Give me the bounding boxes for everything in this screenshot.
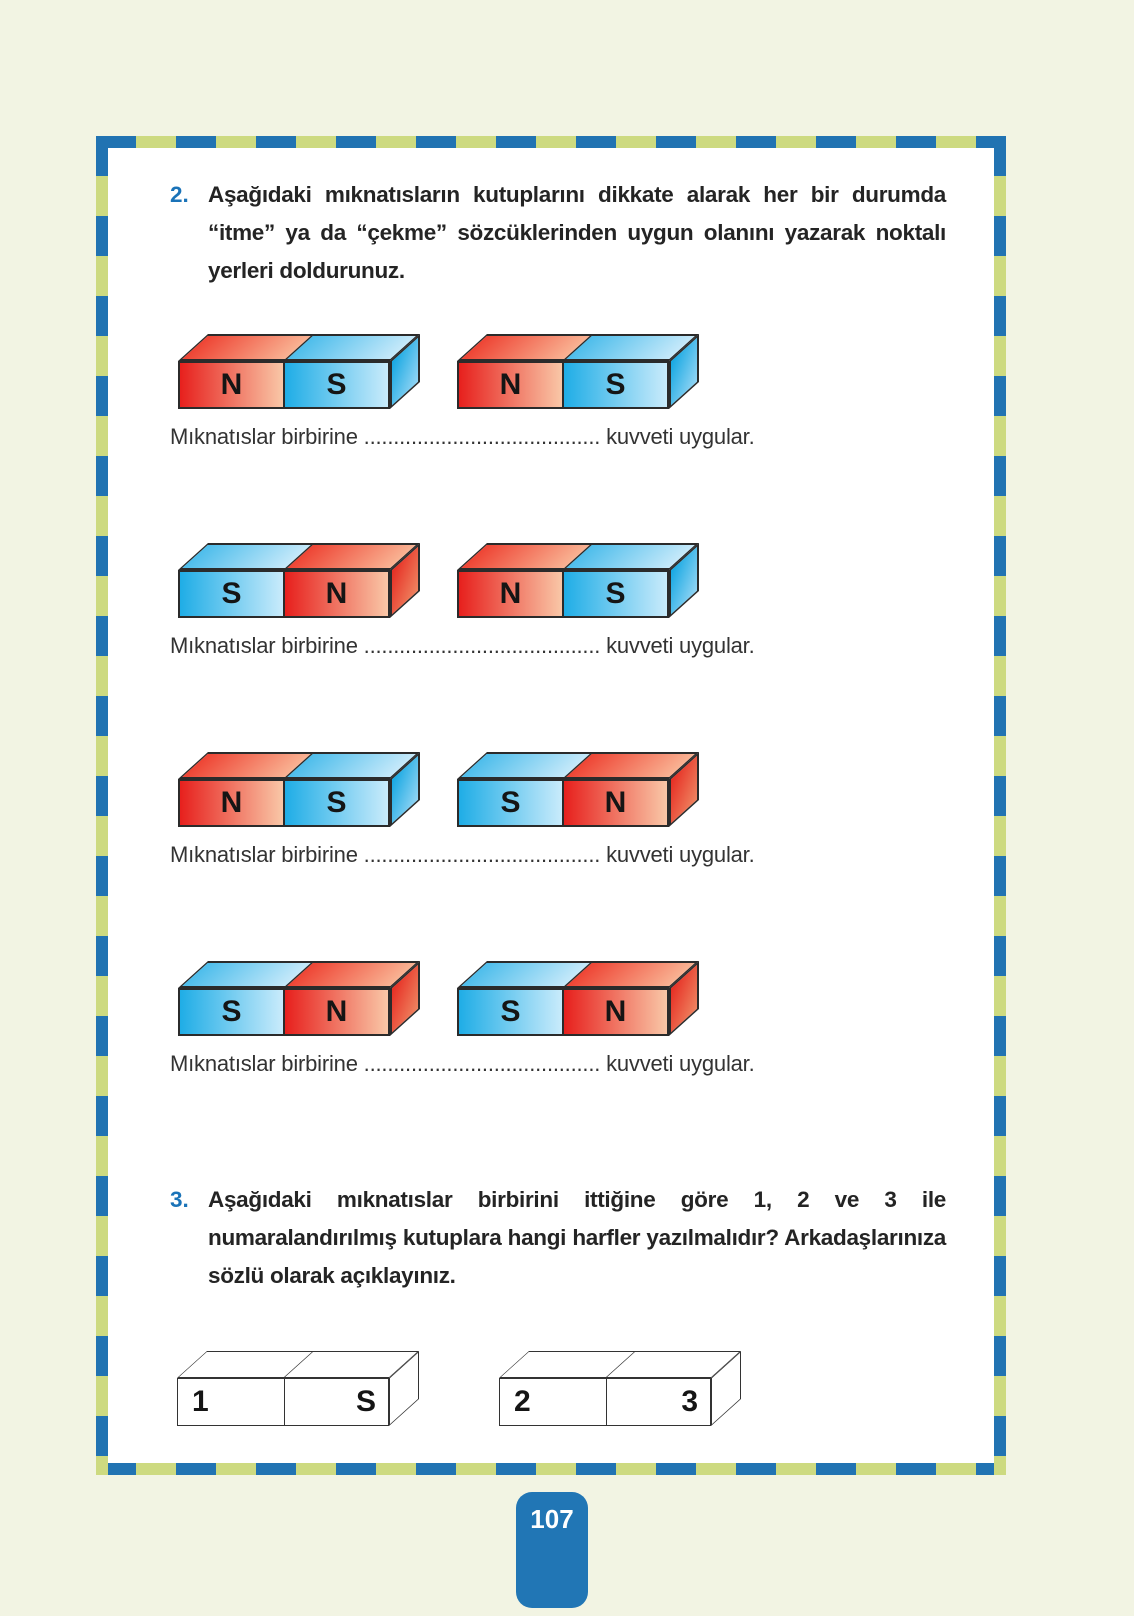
magnet-front-face: S N	[178, 570, 390, 618]
magnet-pole: N	[180, 781, 283, 825]
magnet: S N	[457, 751, 699, 827]
magnet: N S	[457, 542, 699, 618]
magnet-row-3: N S S N	[178, 751, 946, 827]
magnet-top-face	[457, 543, 699, 570]
magnet-pole: S	[562, 572, 667, 616]
magnet-row-4: S N S N	[178, 960, 946, 1036]
page-number: 107	[530, 1504, 574, 1534]
magnet-front-face: N S	[178, 361, 390, 409]
magnet-pole: 1	[178, 1379, 284, 1425]
magnet-pole: S	[180, 990, 283, 1034]
magnet-front-face: 1 S	[177, 1378, 389, 1426]
magnet-pole: S	[283, 1379, 388, 1425]
magnet: N S	[178, 751, 420, 827]
magnet-pole: S	[283, 363, 388, 407]
worksheet-frame: 2. Aşağıdaki mıknatısların kutuplarını d…	[96, 136, 1006, 1475]
magnet-pole: S	[562, 363, 667, 407]
question-3: 3. Aşağıdaki mıknatıslar birbirini ittiğ…	[170, 1181, 946, 1295]
frame-border-bottom	[96, 1463, 1006, 1475]
magnet-front-face: N S	[178, 779, 390, 827]
magnet-pole: N	[283, 990, 388, 1034]
frame-border-left	[96, 136, 108, 1475]
magnet-front-face: 2 3	[499, 1378, 711, 1426]
question-2-text: Aşağıdaki mıknatısların kutuplarını dikk…	[208, 182, 946, 283]
question-3-text: Aşağıdaki mıknatıslar birbirini ittiğine…	[208, 1187, 946, 1288]
question-2: 2. Aşağıdaki mıknatısların kutuplarını d…	[170, 176, 946, 290]
magnet-front-face: N S	[457, 361, 669, 409]
frame-border-right	[994, 136, 1006, 1475]
magnet-row-1: N S N S	[178, 333, 946, 409]
unlabeled-magnet: 2 3	[499, 1350, 741, 1426]
magnet-pole: N	[180, 363, 283, 407]
worksheet-content: 2. Aşağıdaki mıknatısların kutuplarını d…	[108, 148, 994, 1463]
magnet-top-face	[178, 961, 420, 988]
magnet-front-face: S N	[178, 988, 390, 1036]
page-number-tab: 107	[516, 1492, 588, 1608]
question-3-number: 3.	[170, 1187, 189, 1212]
magnet-pole: 3	[605, 1379, 710, 1425]
magnet-front-face: N S	[457, 570, 669, 618]
magnet-pole: S	[459, 990, 562, 1034]
magnet-top-face	[499, 1351, 741, 1378]
magnet-pole: 2	[500, 1379, 606, 1425]
magnet-top-face	[178, 334, 420, 361]
magnet-pole: S	[283, 781, 388, 825]
magnet-row-2: S N N S	[178, 542, 946, 618]
magnet: S N	[457, 960, 699, 1036]
magnet-pole: S	[180, 572, 283, 616]
magnet-top-face	[177, 1351, 419, 1378]
unlabeled-magnet: 1 S	[177, 1350, 419, 1426]
fill-in-sentence: Mıknatıslar birbirine ..................…	[170, 633, 755, 658]
question-2-number: 2.	[170, 182, 189, 207]
fill-in-sentence: Mıknatıslar birbirine ..................…	[170, 424, 755, 449]
magnet-front-face: S N	[457, 779, 669, 827]
magnet-pole: N	[283, 572, 388, 616]
magnet-top-face	[457, 334, 699, 361]
magnet: S N	[178, 542, 420, 618]
magnet-pole: S	[459, 781, 562, 825]
magnet-top-face	[457, 752, 699, 779]
magnet: S N	[178, 960, 420, 1036]
frame-border-top	[96, 136, 1006, 148]
magnet: N S	[457, 333, 699, 409]
magnet-pole: N	[459, 572, 562, 616]
fill-in-sentence: Mıknatıslar birbirine ..................…	[170, 842, 755, 867]
magnet: N S	[178, 333, 420, 409]
magnet-front-face: S N	[457, 988, 669, 1036]
magnet-pole: N	[562, 781, 667, 825]
magnet-pole: N	[459, 363, 562, 407]
magnet-top-face	[178, 543, 420, 570]
magnet-top-face	[457, 961, 699, 988]
magnet-top-face	[178, 752, 420, 779]
magnet-pole: N	[562, 990, 667, 1034]
question-3-magnet-row: 1 S 2 3	[177, 1350, 946, 1426]
fill-in-sentence: Mıknatıslar birbirine ..................…	[170, 1051, 755, 1076]
